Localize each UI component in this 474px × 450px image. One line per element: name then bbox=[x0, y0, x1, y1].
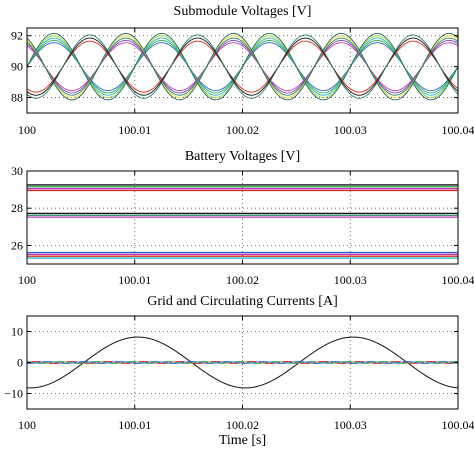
circulating-current-line bbox=[27, 361, 458, 364]
circulating-current-line bbox=[27, 361, 458, 364]
y-tick-label: 88 bbox=[11, 91, 23, 105]
x-tick-label: 100.04 bbox=[442, 418, 474, 432]
x-tick-label: 100.01 bbox=[118, 273, 151, 287]
x-tick-label: 100.01 bbox=[118, 418, 151, 432]
x-tick-label: 100.02 bbox=[226, 123, 259, 137]
series-group bbox=[27, 184, 458, 259]
x-axis-label: Time [s] bbox=[219, 433, 266, 448]
y-tick-label: 30 bbox=[11, 164, 23, 178]
x-tick-label: 100.03 bbox=[334, 418, 367, 432]
x-tick-label: 100.01 bbox=[118, 123, 151, 137]
x-tick-label: 100.04 bbox=[442, 273, 474, 287]
x-tick-label: 100.04 bbox=[442, 123, 474, 137]
grid-current-line bbox=[27, 336, 458, 389]
x-tick-label: 100 bbox=[18, 123, 36, 137]
chart-panel-1: Submodule Voltages [V] 100 100.01 100.02 100… bbox=[11, 4, 474, 137]
y-tick-label: 26 bbox=[11, 238, 23, 252]
x-tick-label: 100.03 bbox=[334, 273, 367, 287]
series-group bbox=[27, 32, 458, 101]
chart-panel-2: Battery Voltages [V] 100 100.01 100.02 100.0… bbox=[11, 149, 474, 287]
x-tick-label: 100 bbox=[18, 418, 36, 432]
x-tick-label: 100.02 bbox=[226, 273, 259, 287]
chart-title: Submodule Voltages [V] bbox=[174, 4, 312, 19]
y-tick-label: 28 bbox=[11, 201, 23, 215]
chart-panel-3: Grid and Circulating Currents [A]100 100.… bbox=[4, 294, 474, 448]
y-tick-label: 0 bbox=[17, 356, 23, 370]
y-tick-label: 10 bbox=[11, 325, 23, 339]
x-tick-label: 100.03 bbox=[334, 123, 367, 137]
y-tick-label: 92 bbox=[11, 29, 23, 43]
submodule-voltage-line bbox=[27, 32, 458, 101]
chart-title: Grid and Circulating Currents [A] bbox=[147, 294, 338, 309]
submodule-voltage-line bbox=[27, 32, 458, 101]
y-tick-label: −10 bbox=[4, 387, 23, 401]
x-tick-label: 100.02 bbox=[226, 418, 259, 432]
y-tick-label: 90 bbox=[11, 60, 23, 74]
chart-title: Battery Voltages [V] bbox=[185, 149, 300, 164]
submodule-voltage-line bbox=[27, 34, 458, 99]
series-group bbox=[27, 336, 458, 389]
x-tick-label: 100 bbox=[18, 273, 36, 287]
circulating-current-line bbox=[27, 360, 458, 365]
